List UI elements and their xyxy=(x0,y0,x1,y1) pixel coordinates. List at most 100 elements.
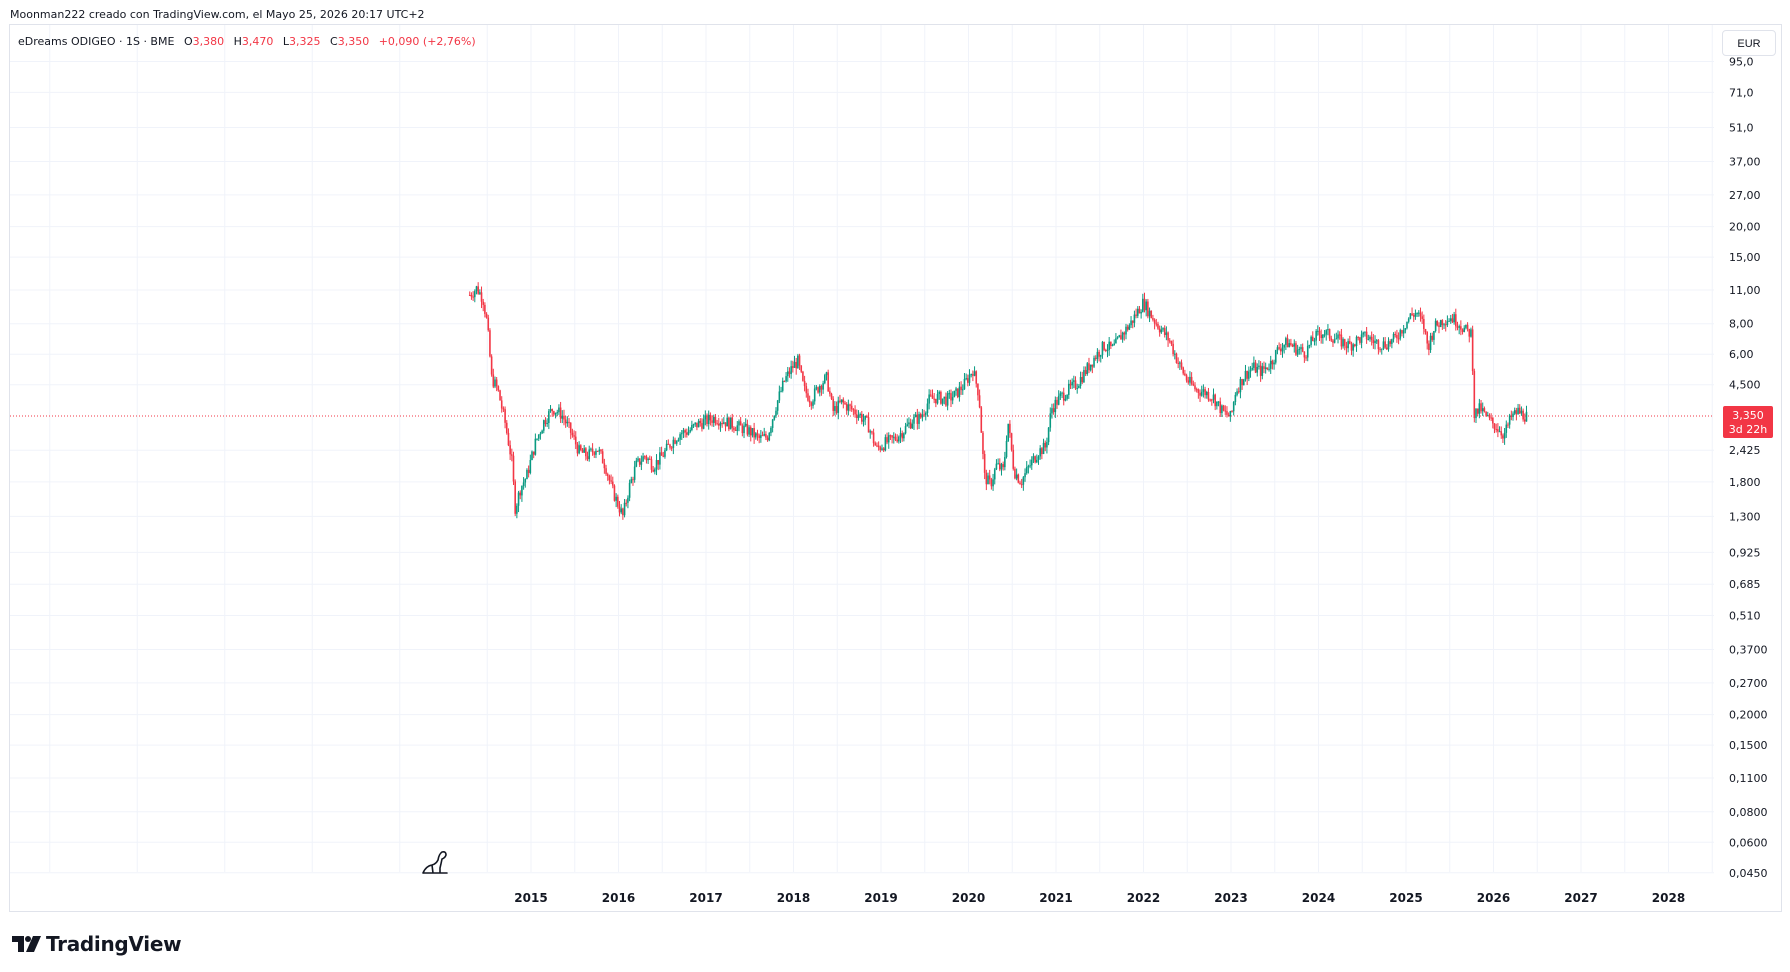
candle-body[interactable] xyxy=(1143,298,1146,311)
candle-body[interactable] xyxy=(1172,343,1174,355)
candle-body[interactable] xyxy=(674,439,676,444)
candle-body[interactable] xyxy=(1019,482,1021,485)
candle-body[interactable] xyxy=(1465,324,1467,328)
candle-body[interactable] xyxy=(1239,379,1242,393)
candle-body[interactable] xyxy=(1248,371,1250,379)
candle-body[interactable] xyxy=(1214,394,1216,407)
candle-body[interactable] xyxy=(968,374,971,383)
candle-body[interactable] xyxy=(1091,364,1094,367)
candle-body[interactable] xyxy=(1285,338,1287,345)
candle-body[interactable] xyxy=(617,496,619,507)
candle-body[interactable] xyxy=(832,398,835,411)
candle-body[interactable] xyxy=(657,460,660,465)
candle-body[interactable] xyxy=(1389,341,1391,344)
candle-body[interactable] xyxy=(1300,347,1302,349)
candle-body[interactable] xyxy=(1396,335,1398,339)
candle-body[interactable] xyxy=(1216,401,1218,407)
candle-body[interactable] xyxy=(647,458,649,461)
candle-body[interactable] xyxy=(1135,314,1137,316)
candle-body[interactable] xyxy=(1251,367,1254,370)
candle-body[interactable] xyxy=(1049,413,1052,428)
candle-body[interactable] xyxy=(1010,433,1013,450)
candle-body[interactable] xyxy=(820,386,823,390)
candle-body[interactable] xyxy=(1194,385,1196,390)
candle-body[interactable] xyxy=(818,386,821,393)
candle-body[interactable] xyxy=(1242,379,1245,386)
candle-body[interactable] xyxy=(576,444,579,454)
candle-body[interactable] xyxy=(882,448,885,451)
candle-body[interactable] xyxy=(482,301,485,305)
candle-body[interactable] xyxy=(980,407,983,433)
candle-body[interactable] xyxy=(519,492,522,496)
candle-body[interactable] xyxy=(1197,389,1200,394)
candle-body[interactable] xyxy=(743,425,745,434)
candle-body[interactable] xyxy=(551,409,554,412)
candle-body[interactable] xyxy=(1200,391,1203,396)
candle-body[interactable] xyxy=(563,415,565,420)
candle-body[interactable] xyxy=(682,430,685,434)
candle-body[interactable] xyxy=(1125,326,1127,335)
candle-body[interactable] xyxy=(1347,341,1349,349)
candle-body[interactable] xyxy=(679,434,681,440)
candle-body[interactable] xyxy=(886,437,888,443)
candle-body[interactable] xyxy=(1310,336,1312,345)
candle-body[interactable] xyxy=(554,412,557,415)
candle-body[interactable] xyxy=(835,406,838,413)
candle-body[interactable] xyxy=(1281,347,1284,352)
candle-body[interactable] xyxy=(1083,370,1085,383)
candle-body[interactable] xyxy=(1103,341,1105,350)
candle-body[interactable] xyxy=(591,448,594,453)
candle-body[interactable] xyxy=(985,472,988,485)
candle-body[interactable] xyxy=(892,436,895,438)
candle-body[interactable] xyxy=(1490,417,1492,419)
candle-body[interactable] xyxy=(596,450,599,452)
candle-body[interactable] xyxy=(1290,343,1292,345)
candle-body[interactable] xyxy=(842,399,845,403)
candle-body[interactable] xyxy=(840,399,843,403)
candle-body[interactable] xyxy=(926,403,929,414)
candle-body[interactable] xyxy=(978,395,981,408)
candle-body[interactable] xyxy=(1308,344,1311,346)
candle-body[interactable] xyxy=(879,447,882,450)
candle-body[interactable] xyxy=(933,398,935,400)
candle-body[interactable] xyxy=(726,417,729,427)
candle-body[interactable] xyxy=(1110,341,1112,346)
candle-body[interactable] xyxy=(1485,411,1487,416)
candle-body[interactable] xyxy=(877,445,880,448)
candle-body[interactable] xyxy=(866,415,868,418)
candle-body[interactable] xyxy=(1475,408,1477,419)
candle-body[interactable] xyxy=(477,286,479,294)
candle-body[interactable] xyxy=(1138,308,1141,314)
candle-body[interactable] xyxy=(1493,423,1496,430)
candle-body[interactable] xyxy=(1481,408,1484,412)
candle-body[interactable] xyxy=(1180,362,1183,368)
candle-body[interactable] xyxy=(987,475,989,485)
candle-body[interactable] xyxy=(541,430,543,434)
candle-body[interactable] xyxy=(691,425,693,430)
candle-body[interactable] xyxy=(1047,427,1050,443)
candle-body[interactable] xyxy=(951,397,954,401)
candle-body[interactable] xyxy=(1343,339,1346,346)
candle-body[interactable] xyxy=(492,374,495,387)
candle-body[interactable] xyxy=(741,425,744,434)
candle-body[interactable] xyxy=(802,371,804,381)
candle-body[interactable] xyxy=(1406,321,1408,329)
candle-body[interactable] xyxy=(1022,477,1025,485)
candle-body[interactable] xyxy=(664,450,666,457)
candle-body[interactable] xyxy=(1039,448,1041,457)
candle-body[interactable] xyxy=(1034,456,1036,463)
candle-body[interactable] xyxy=(768,432,771,441)
candle-body[interactable] xyxy=(1029,465,1031,467)
candle-body[interactable] xyxy=(1133,314,1136,323)
candle-body[interactable] xyxy=(1407,318,1410,322)
candle-body[interactable] xyxy=(687,431,690,435)
candle-body[interactable] xyxy=(849,404,851,406)
candle-body[interactable] xyxy=(635,460,638,467)
candle-body[interactable] xyxy=(765,433,767,438)
candle-body[interactable] xyxy=(497,386,500,391)
candle-body[interactable] xyxy=(706,415,708,424)
candle-body[interactable] xyxy=(1024,473,1026,478)
candle-body[interactable] xyxy=(731,417,734,428)
candle-body[interactable] xyxy=(659,452,661,465)
candle-body[interactable] xyxy=(1207,391,1210,400)
